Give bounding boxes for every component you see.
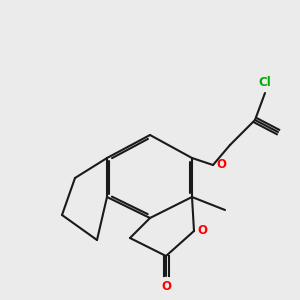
Text: O: O [197,224,207,238]
Text: Cl: Cl [259,76,272,89]
Text: O: O [216,158,226,170]
Text: O: O [161,280,171,293]
